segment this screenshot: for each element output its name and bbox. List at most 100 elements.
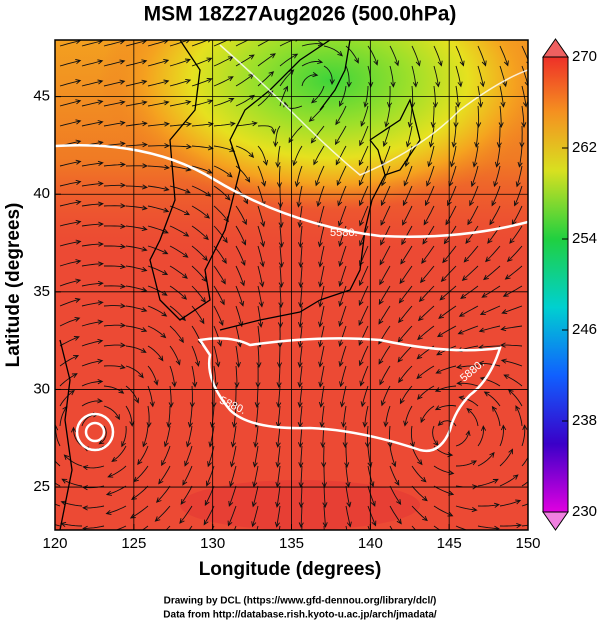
streamline — [184, 445, 193, 467]
streamline — [251, 485, 259, 508]
streamline — [103, 161, 126, 168]
streamline — [334, 125, 347, 146]
streamline — [147, 100, 170, 107]
streamline — [142, 425, 149, 448]
streamline — [367, 505, 377, 527]
streamline — [455, 429, 471, 447]
streamline — [103, 283, 127, 289]
streamline — [191, 365, 198, 388]
streamline — [235, 165, 251, 183]
streamline — [477, 45, 487, 67]
streamline — [294, 165, 303, 188]
streamline — [59, 199, 82, 207]
streamline — [147, 143, 171, 149]
streamline — [103, 243, 127, 250]
streamline — [358, 285, 369, 307]
streamline — [335, 145, 347, 166]
streamline — [323, 65, 335, 86]
streamline — [335, 105, 347, 126]
y-tick-label: 25 — [33, 478, 50, 495]
streamline — [360, 105, 369, 127]
streamline — [103, 223, 127, 229]
streamline — [169, 78, 192, 87]
streamline — [501, 305, 523, 315]
streamline — [257, 305, 264, 328]
colorbar-tick-label: 238 — [572, 412, 597, 429]
streamline — [489, 205, 501, 226]
streamline — [400, 245, 413, 265]
streamline — [521, 105, 527, 128]
streamline — [359, 365, 369, 387]
streamline — [298, 485, 304, 509]
streamline — [389, 485, 402, 505]
streamline — [257, 71, 275, 87]
streamline — [411, 465, 427, 483]
streamline — [278, 225, 284, 248]
streamline — [389, 445, 397, 468]
streamline — [59, 389, 75, 407]
streamline — [125, 245, 148, 252]
streamline — [359, 205, 369, 227]
streamline — [461, 265, 479, 281]
y-tick-label: 30 — [33, 380, 50, 397]
streamline — [229, 465, 237, 488]
streamline — [359, 125, 369, 147]
streamline — [336, 165, 347, 187]
streamline — [496, 126, 502, 149]
streamline — [103, 385, 125, 394]
streamline — [180, 485, 193, 505]
streamline — [257, 225, 266, 248]
streamline — [125, 163, 149, 169]
colorbar-tick-label: 270 — [572, 48, 597, 65]
streamline — [125, 365, 144, 379]
streamline — [137, 445, 149, 466]
streamline — [191, 40, 211, 47]
streamline — [458, 395, 479, 407]
streamline — [59, 373, 78, 387]
streamline — [55, 482, 61, 487]
streamline — [499, 474, 519, 487]
streamline — [107, 465, 127, 478]
streamline — [322, 485, 328, 509]
streamline — [389, 525, 393, 530]
streamline — [425, 185, 435, 207]
streamline — [188, 525, 193, 530]
streamline — [485, 245, 501, 263]
streamline — [457, 325, 479, 335]
streamline — [191, 57, 213, 67]
streamline — [389, 65, 396, 88]
streamline — [420, 265, 435, 284]
streamline — [191, 78, 213, 87]
colorbar: 230 238 246 254 262 270 — [542, 38, 597, 531]
streamline — [358, 345, 369, 367]
streamline — [507, 389, 523, 407]
streamline — [81, 319, 104, 327]
streamline — [169, 225, 190, 237]
streamline — [125, 385, 139, 404]
streamline — [500, 358, 523, 367]
streamline — [403, 165, 413, 187]
streamline — [297, 205, 303, 228]
streamline — [298, 285, 304, 308]
streamline — [278, 265, 284, 288]
streamline — [491, 405, 501, 427]
x-tick-label: 140 — [358, 535, 383, 552]
streamline — [63, 454, 83, 467]
streamline — [278, 245, 284, 268]
streamline — [207, 445, 215, 468]
streamline — [169, 100, 192, 107]
streamline — [276, 345, 283, 369]
x-axis-label: Longitude (degrees) — [199, 559, 382, 580]
streamline — [318, 345, 325, 368]
streamline — [147, 365, 159, 386]
streamline — [506, 245, 523, 263]
streamline — [455, 505, 478, 513]
streamline — [81, 120, 104, 127]
streamline — [103, 263, 127, 270]
streamline — [430, 106, 436, 129]
contour-label: 5580. — [330, 227, 358, 239]
streamline — [154, 505, 171, 522]
streamline — [81, 181, 104, 187]
streamline — [503, 374, 523, 387]
